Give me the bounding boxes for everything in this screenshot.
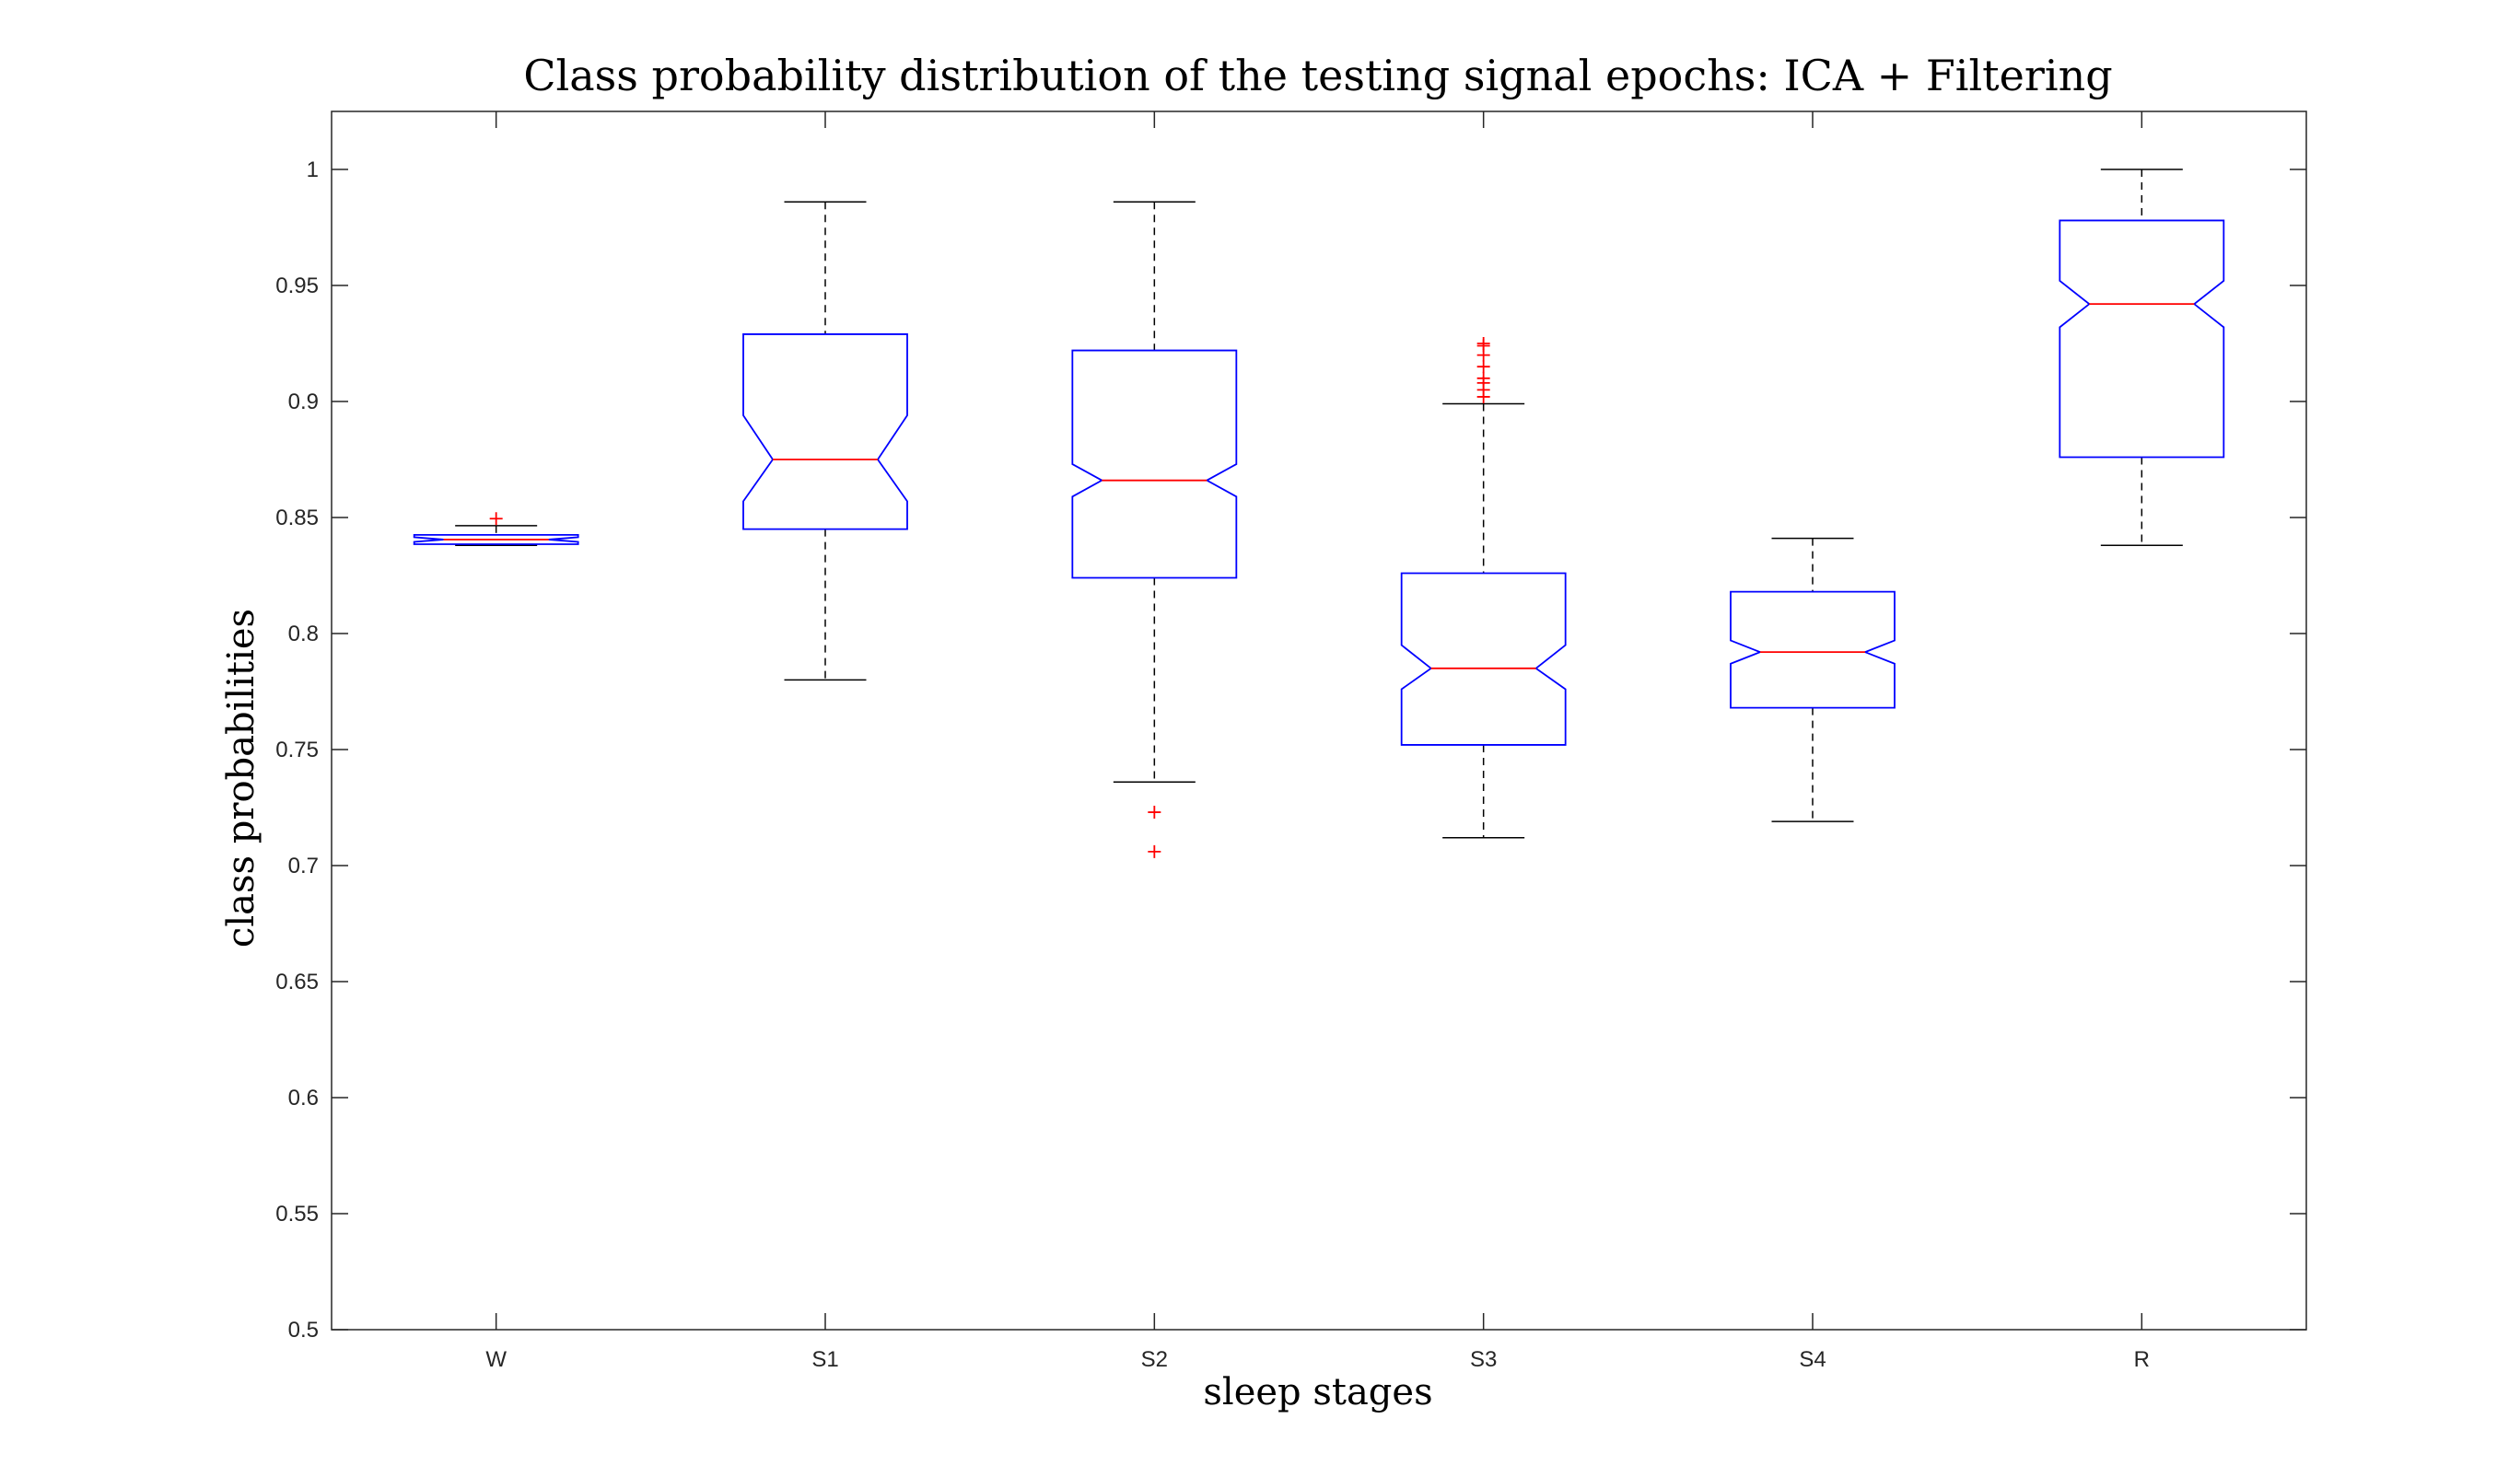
y-tick-label: 0.6 [288,1086,319,1111]
outlier-marker [1476,371,1490,385]
axes-frame [331,110,2307,1331]
y-tick-label: 0.5 [288,1318,319,1343]
y-tick-label: 0.8 [288,622,319,646]
outlier-marker [1476,360,1490,374]
x-tick-label: S3 [1470,1347,1497,1372]
x-tick-label: S4 [1799,1347,1826,1372]
y-tick-label: 0.95 [275,273,319,298]
y-tick-label: 0.7 [288,854,319,878]
y-tick-label: 0.9 [288,390,319,414]
x-tick-label: W [485,1347,507,1372]
box-S4 [1730,590,1896,709]
y-tick-label: 0.85 [275,506,319,530]
outlier-marker [1476,337,1490,350]
x-tick-label: S2 [1141,1347,1168,1372]
box-S1 [742,333,908,530]
x-axis-title: sleep stages [1203,1371,1432,1413]
box-S3 [1400,572,1567,746]
chart-title: Class probability distribution of the te… [523,51,2112,100]
x-tick-label: R [2134,1347,2150,1372]
y-axis-title: class probabilities [220,609,262,948]
x-tick-label: S1 [811,1347,838,1372]
box-W [413,534,579,545]
box-S2 [1071,349,1238,579]
box-R [2059,219,2225,459]
plot-area: 0.5 0.55 0.6 0.65 0.7 0.75 0.8 0.85 0.9 0.95 1 W S1 S… [275,110,2307,1372]
outlier-marker [489,512,503,526]
y-tick-label: 0.75 [275,738,319,762]
outlier-marker [1148,844,1161,858]
y-tick-label: 0.65 [275,970,319,994]
outlier-marker [1148,806,1161,820]
y-tick-label: 1 [307,157,319,182]
y-tick-label: 0.55 [275,1202,319,1227]
